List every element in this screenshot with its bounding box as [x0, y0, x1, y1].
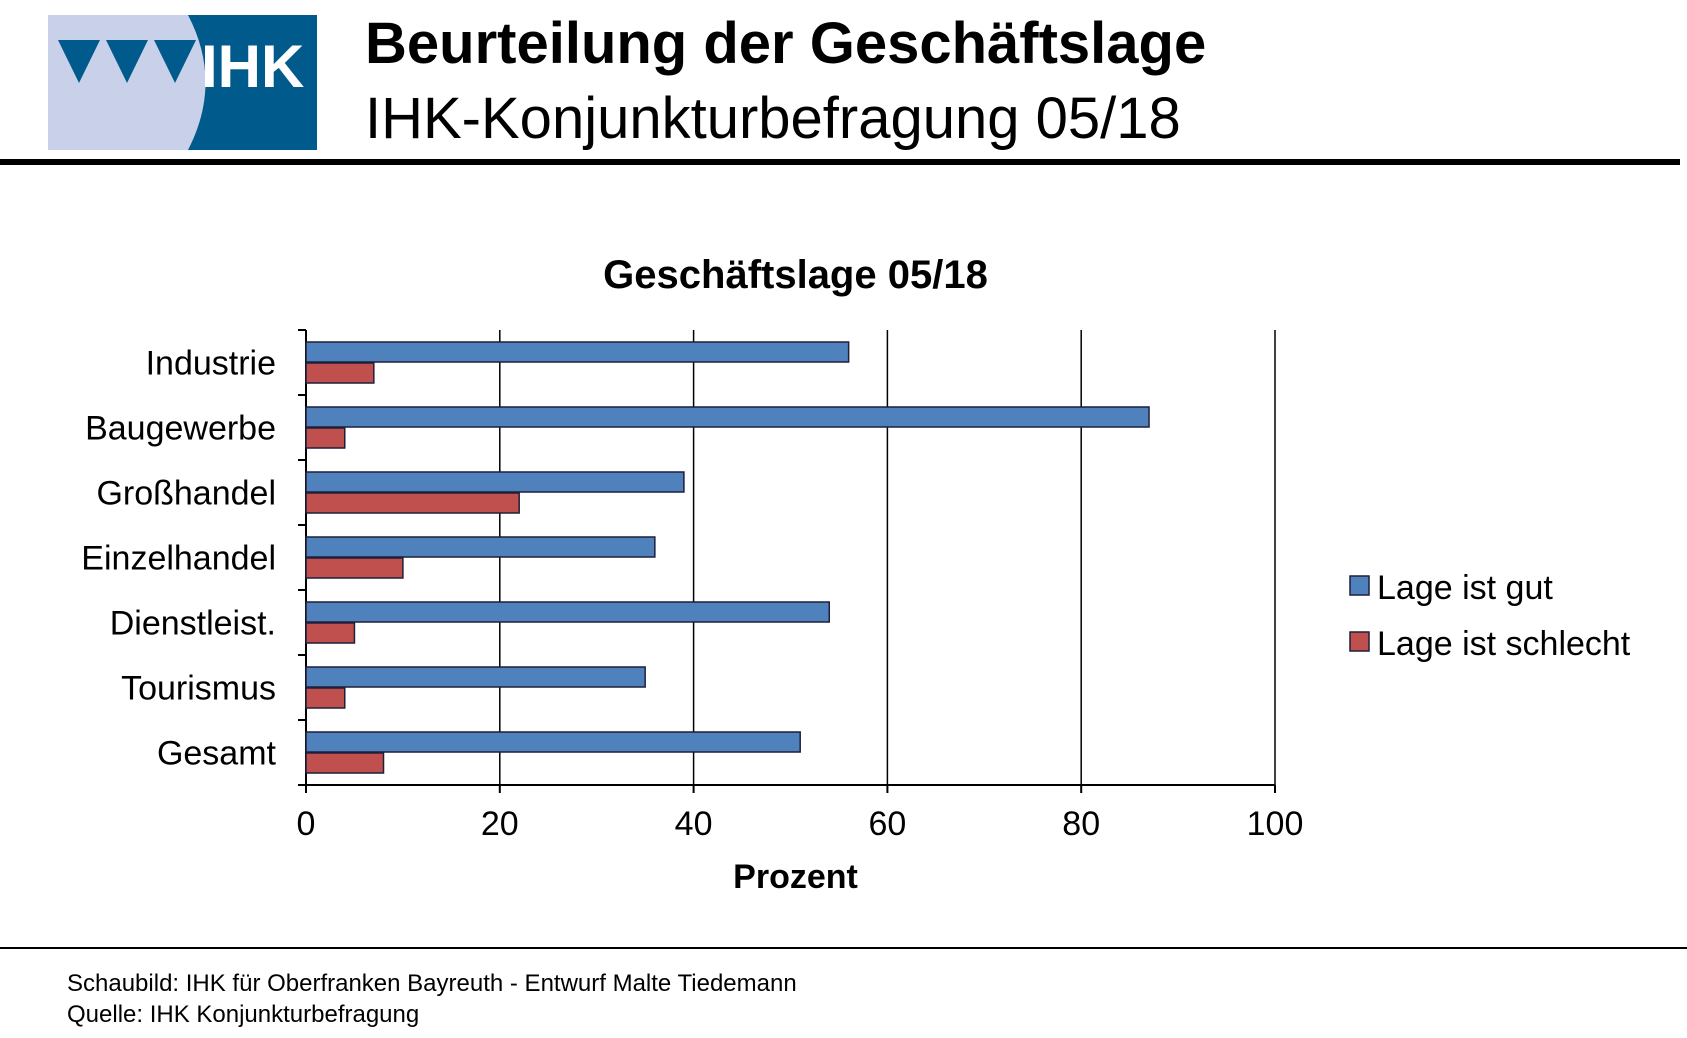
category-label: Baugewerbe: [85, 410, 276, 448]
logo-triangle-2: [106, 40, 148, 83]
x-tick-label: 40: [675, 805, 713, 843]
page-title: Beurteilung der Geschäftslage: [365, 11, 1207, 76]
bar-lage-gut: [305, 601, 831, 623]
legend-swatch: [1349, 575, 1370, 596]
category-label: Großhandel: [96, 475, 276, 513]
legend-label: Lage ist gut: [1377, 569, 1553, 607]
category-label: Tourismus: [121, 670, 276, 708]
legend-swatch: [1349, 631, 1370, 652]
bar-lage-gut: [305, 471, 685, 493]
logo-dark-panel: [188, 15, 317, 150]
ihk-logo: IHK: [48, 15, 317, 150]
bar-lage-gut: [305, 666, 646, 688]
x-axis-label: Prozent: [733, 858, 858, 896]
header-divider: [0, 159, 1680, 165]
bar-lage-gut: [305, 731, 801, 753]
page-subtitle: IHK-Konjunkturbefragung 05/18: [365, 86, 1181, 151]
category-label: Einzelhandel: [81, 540, 276, 578]
chart-title: Geschäftslage 05/18: [603, 253, 988, 297]
bar-lage-schlecht: [305, 752, 385, 774]
category-label: Industrie: [146, 345, 276, 383]
x-tick-label: 20: [481, 805, 519, 843]
x-tick-label: 80: [1062, 805, 1100, 843]
bar-lage-schlecht: [305, 622, 356, 644]
footer-source: Quelle: IHK Konjunkturbefragung: [67, 1001, 420, 1028]
bar-lage-gut: [305, 341, 850, 363]
x-tick-label: 0: [297, 805, 316, 843]
footer-credit: Schaubild: IHK für Oberfranken Bayreuth …: [67, 970, 797, 997]
bar-lage-gut: [305, 536, 656, 558]
category-label: Dienstleist.: [110, 605, 276, 643]
x-tick-label: 60: [868, 805, 906, 843]
logo-triangle-1: [58, 40, 100, 83]
bar-lage-schlecht: [305, 557, 404, 579]
bar-lage-schlecht: [305, 362, 375, 384]
logo-text: IHK: [201, 33, 304, 100]
bar-lage-schlecht: [305, 427, 346, 449]
bar-lage-gut: [305, 406, 1150, 428]
bar-lage-schlecht: [305, 687, 346, 709]
footer-divider: [0, 947, 1687, 949]
category-label: Gesamt: [157, 735, 277, 773]
x-tick-label: 100: [1247, 805, 1304, 843]
bar-lage-schlecht: [305, 492, 520, 514]
logo-triangle-3: [154, 40, 196, 83]
legend-label: Lage ist schlecht: [1377, 625, 1631, 663]
